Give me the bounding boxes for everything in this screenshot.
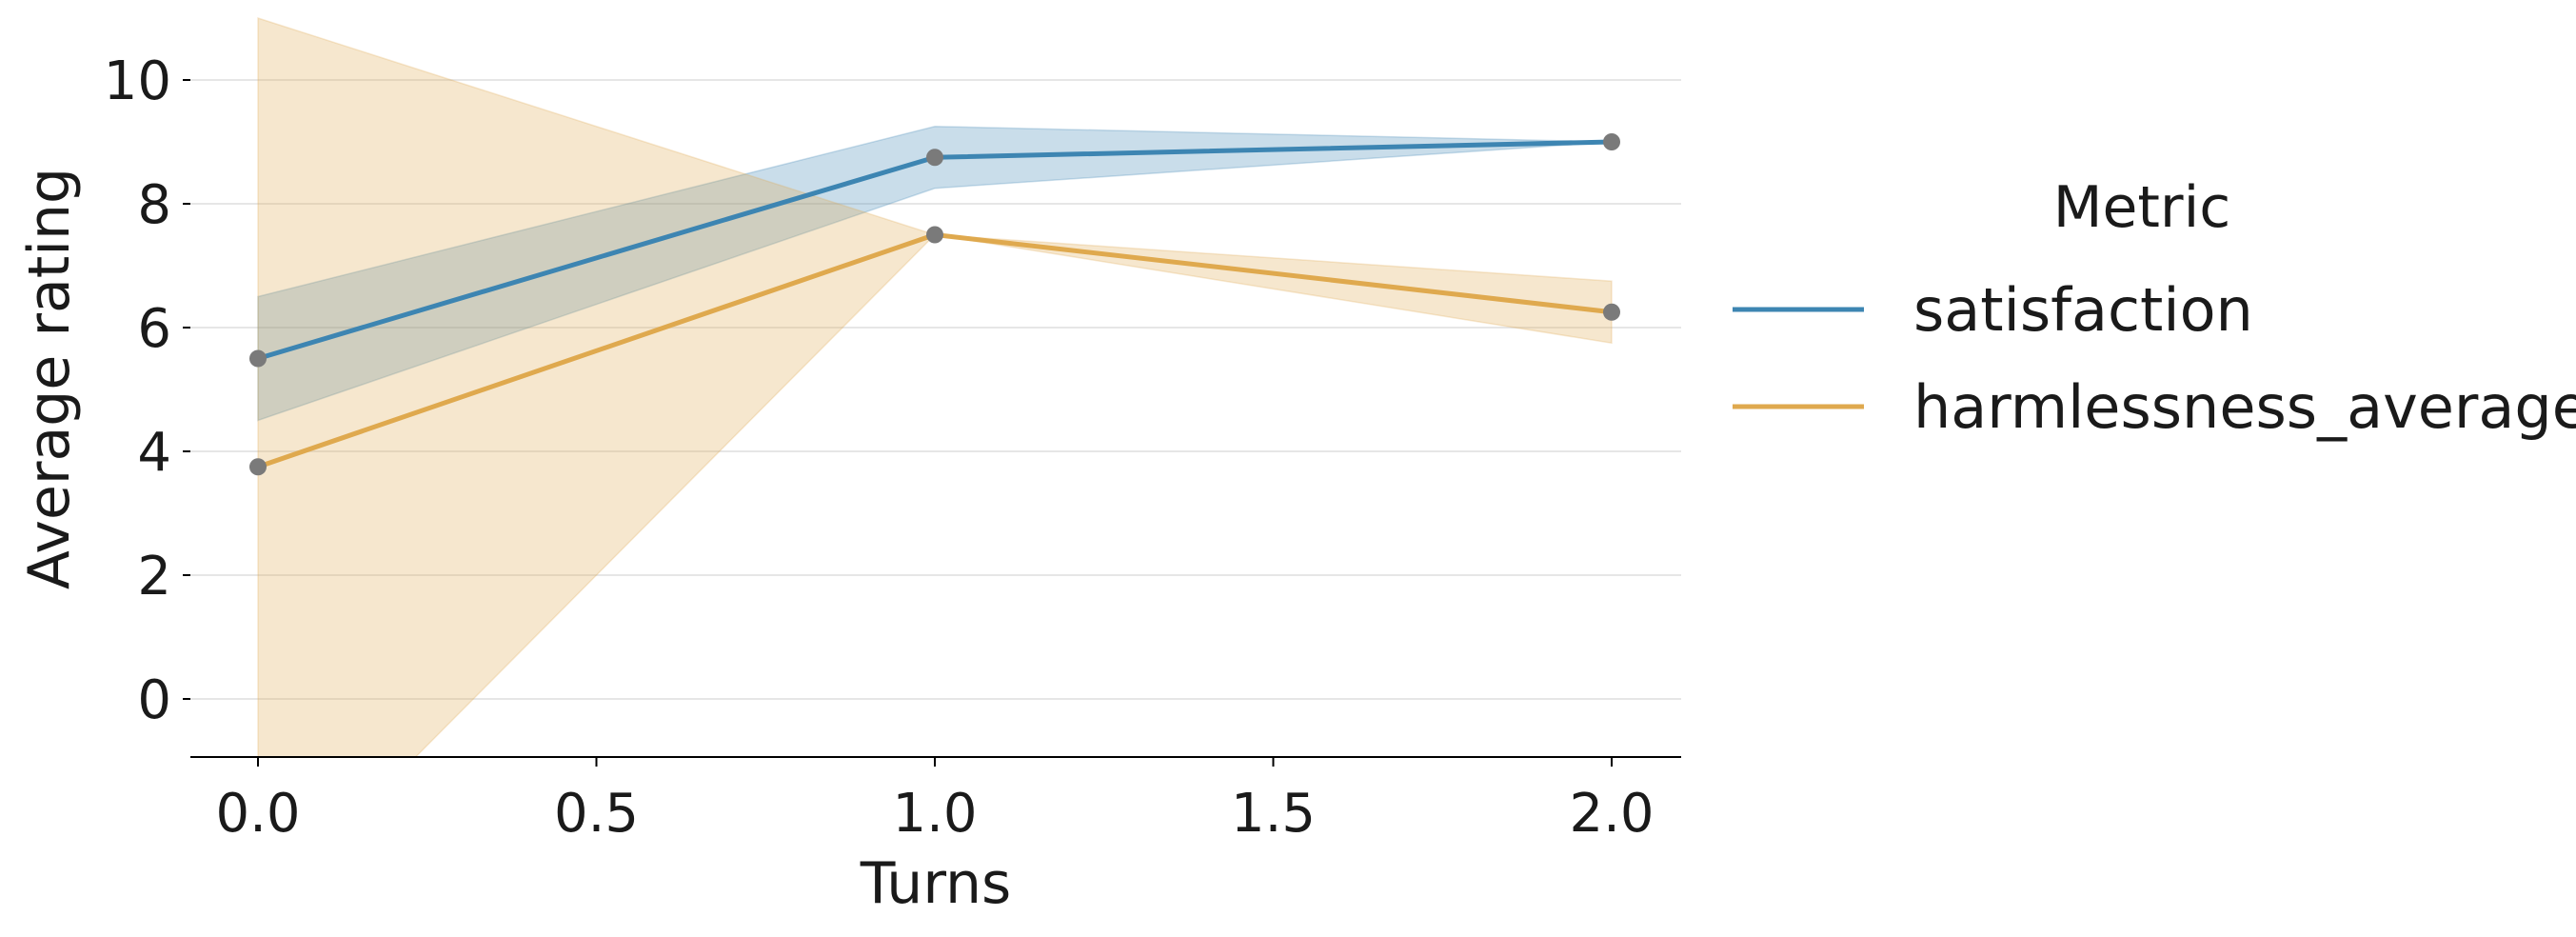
- y-tick-label: 8: [137, 174, 171, 236]
- data-point-satisfaction-2: [1603, 133, 1620, 150]
- data-point-satisfaction-1: [926, 149, 943, 167]
- legend: Metric satisfaction harmlessness_average: [1733, 174, 2576, 442]
- x-axis-ticks: 0.0 0.5 1.0 1.5 2.0: [215, 757, 1655, 845]
- legend-title: Metric: [2053, 174, 2231, 241]
- legend-label: harmlessness_average: [1913, 372, 2576, 442]
- data-point-harmlessness_average-0: [249, 458, 267, 476]
- x-tick-label: 0.0: [215, 783, 300, 845]
- y-axis-label: Average rating: [16, 168, 83, 589]
- y-tick-label: 0: [137, 669, 171, 731]
- x-tick-label: 1.5: [1231, 783, 1316, 845]
- x-tick-label: 1.0: [892, 783, 977, 845]
- y-tick-label: 6: [137, 298, 171, 360]
- grid: [190, 79, 1681, 700]
- legend-items: satisfaction harmlessness_average: [1733, 275, 2576, 442]
- data-points: [249, 133, 1620, 476]
- data-point-harmlessness_average-1: [926, 226, 943, 244]
- y-tick-label: 2: [137, 546, 171, 608]
- ci-band-satisfaction: [257, 125, 1613, 422]
- y-axis-ticks: 0 2 4 6 8 10: [104, 50, 190, 731]
- y-tick-label: 4: [137, 422, 171, 484]
- x-tick-label: 2.0: [1569, 783, 1654, 845]
- axes: 0.0 0.5 1.0 1.5 2.0 0 2 4 6 8 10 Turns Average ra…: [16, 50, 1681, 917]
- x-tick-label: 0.5: [554, 783, 639, 845]
- data-point-satisfaction-0: [249, 349, 267, 368]
- data-point-harmlessness_average-2: [1603, 303, 1620, 321]
- y-tick-label: 10: [104, 50, 171, 112]
- x-axis-label: Turns: [860, 850, 1011, 917]
- legend-label: satisfaction: [1913, 275, 2253, 345]
